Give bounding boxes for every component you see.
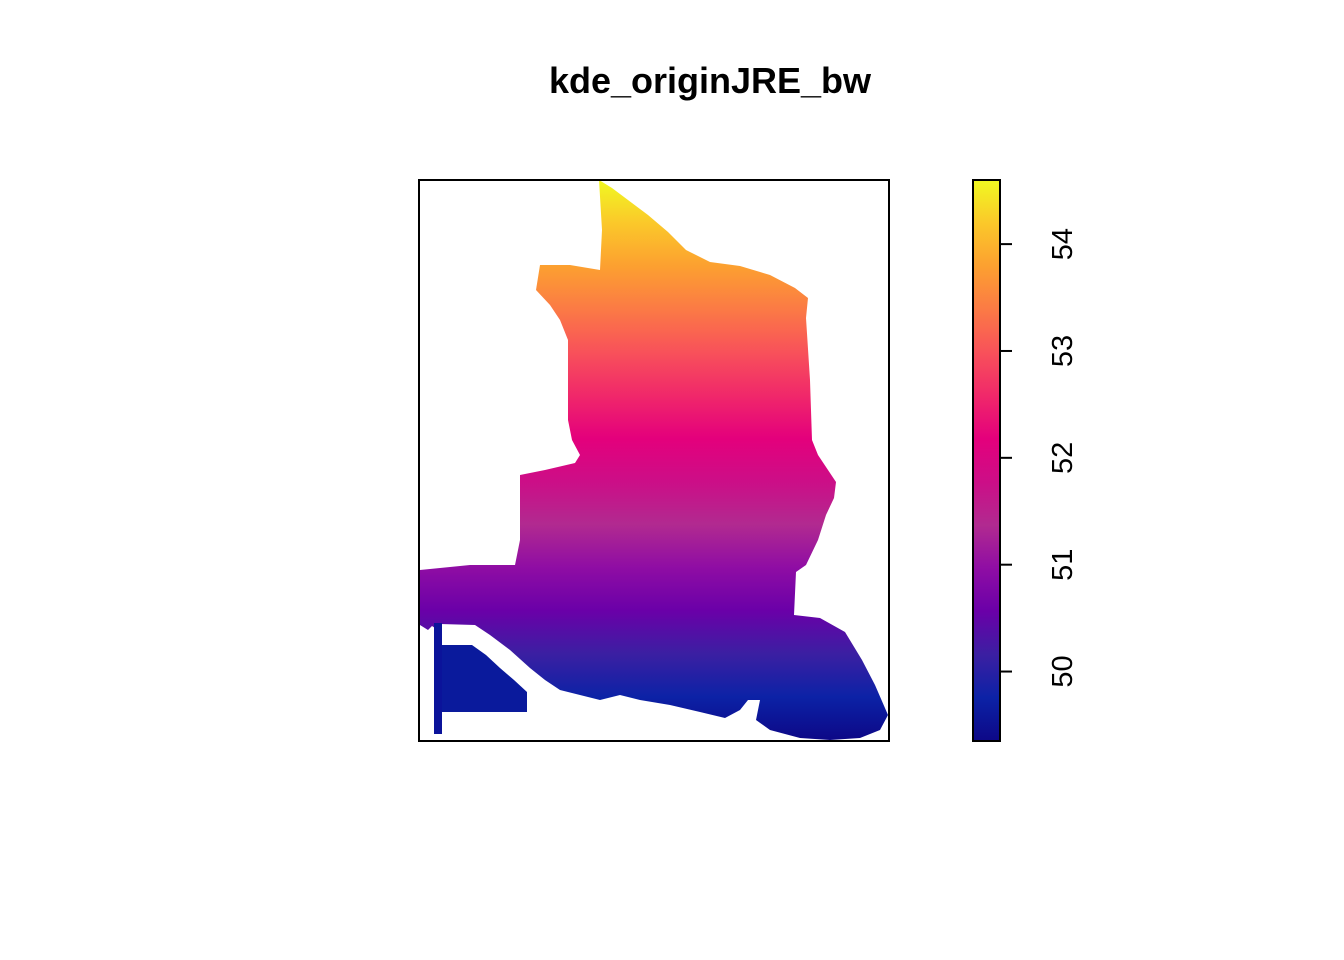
colorbar-ticks: 50 51 52 53 54 bbox=[1000, 228, 1079, 688]
colorbar-tick-label: 51 bbox=[1047, 549, 1079, 581]
raster-thin-strip bbox=[434, 623, 442, 734]
colorbar-frame bbox=[972, 179, 1001, 742]
colorbar-tick-label: 50 bbox=[1047, 655, 1079, 687]
colorbar-tick-label: 52 bbox=[1047, 442, 1079, 474]
colorbar-fill bbox=[973, 180, 1000, 741]
colorbar-tick-label: 54 bbox=[1047, 228, 1079, 260]
chart-title: kde_originJRE_bw bbox=[549, 60, 872, 101]
colorbar: 50 51 52 53 54 bbox=[972, 179, 1079, 742]
colorbar-tick-label: 53 bbox=[1047, 335, 1079, 367]
plot-frame bbox=[418, 179, 890, 742]
raster-lower-left-patch bbox=[442, 645, 527, 712]
